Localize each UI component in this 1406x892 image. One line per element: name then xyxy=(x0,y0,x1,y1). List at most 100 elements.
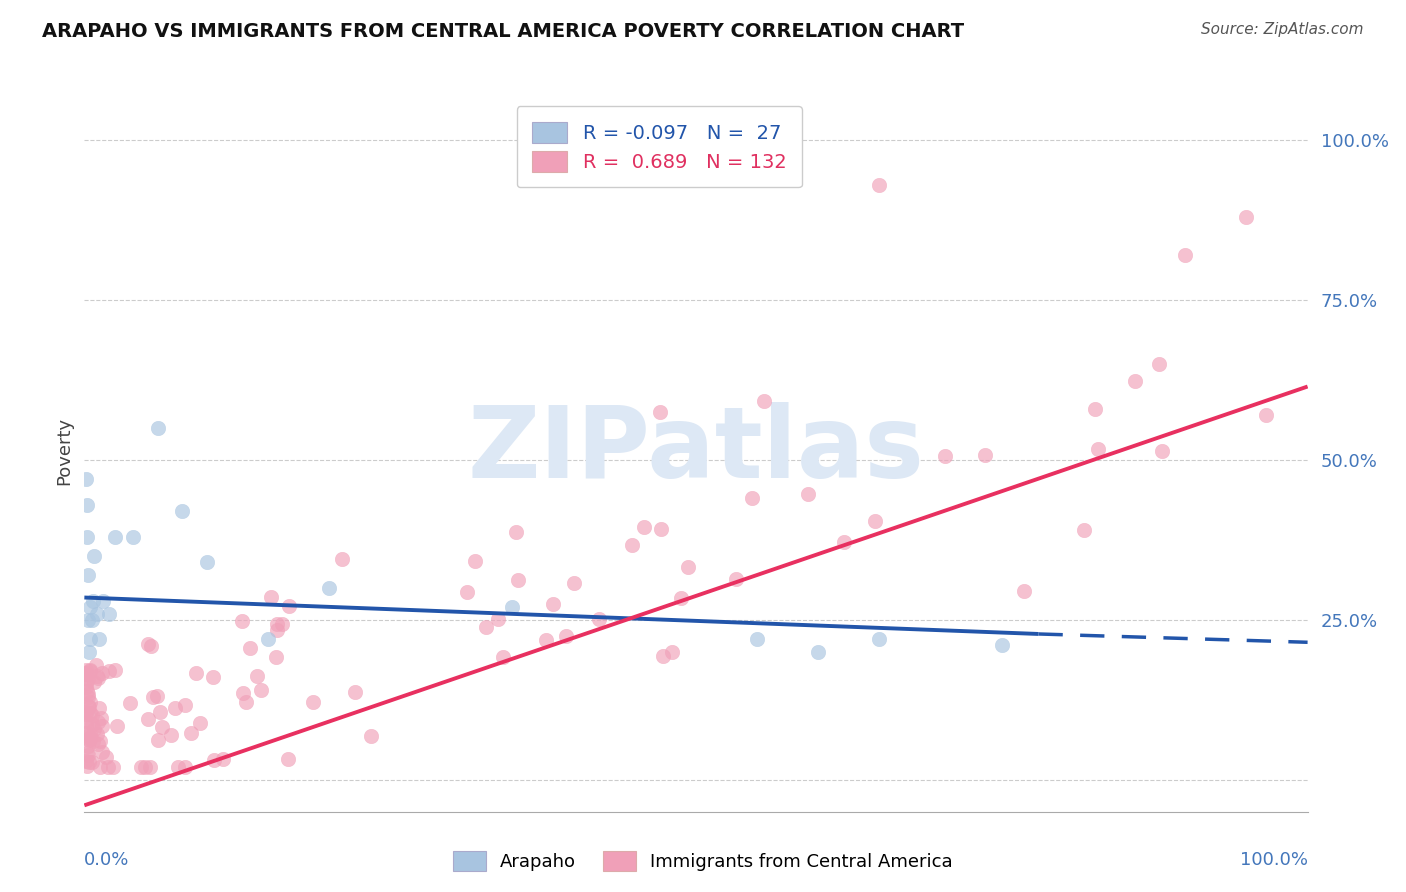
Point xyxy=(82,593,104,607)
Point xyxy=(344,685,367,699)
Point xyxy=(76,690,98,704)
Point xyxy=(83,675,105,690)
Point xyxy=(76,746,98,760)
Point xyxy=(75,667,97,681)
Point xyxy=(142,690,165,704)
Point xyxy=(83,549,105,563)
Point xyxy=(101,760,124,774)
Point xyxy=(741,491,763,505)
Point xyxy=(502,600,524,615)
Point xyxy=(832,534,855,549)
Point xyxy=(536,633,558,648)
Point xyxy=(180,726,202,740)
Point xyxy=(89,760,111,774)
Point xyxy=(86,726,108,740)
Point xyxy=(865,514,887,528)
Point xyxy=(79,664,101,678)
Point xyxy=(149,706,172,720)
Point xyxy=(505,525,527,540)
Point xyxy=(172,504,194,518)
Point xyxy=(75,718,97,732)
Point xyxy=(652,648,675,663)
Point xyxy=(464,554,486,568)
Point xyxy=(266,617,288,632)
Point xyxy=(235,695,257,709)
Point xyxy=(91,666,114,681)
Point xyxy=(188,716,211,731)
Point xyxy=(486,612,509,626)
Point xyxy=(77,731,100,746)
Point xyxy=(77,645,100,659)
Point xyxy=(676,560,699,574)
Point xyxy=(752,394,775,409)
Text: ZIPatlas: ZIPatlas xyxy=(468,402,924,499)
Point xyxy=(562,576,585,591)
Point xyxy=(231,614,253,628)
Point xyxy=(129,760,152,774)
Point xyxy=(75,705,97,719)
Point xyxy=(260,591,283,605)
Point xyxy=(239,641,262,656)
Point xyxy=(76,498,98,512)
Point xyxy=(76,758,98,772)
Point xyxy=(77,733,100,747)
Point xyxy=(250,682,273,697)
Point xyxy=(79,699,101,714)
Point xyxy=(75,676,97,690)
Legend: R = -0.097   N =  27, R =  0.689   N = 132: R = -0.097 N = 27, R = 0.689 N = 132 xyxy=(516,106,801,187)
Point xyxy=(86,607,108,621)
Point xyxy=(83,723,105,737)
Point xyxy=(277,752,299,766)
Point xyxy=(796,487,818,501)
Point xyxy=(747,133,769,147)
Point xyxy=(184,665,207,680)
Point xyxy=(167,760,190,774)
Point xyxy=(77,698,100,713)
Point xyxy=(75,707,97,722)
Point xyxy=(76,683,98,698)
Point xyxy=(82,717,104,731)
Point xyxy=(87,632,110,646)
Point xyxy=(89,701,111,715)
Point xyxy=(1236,210,1258,224)
Point xyxy=(270,616,292,631)
Point xyxy=(554,629,576,643)
Point xyxy=(141,640,163,654)
Point xyxy=(807,645,830,659)
Point xyxy=(118,696,141,710)
Point xyxy=(160,728,183,742)
Point xyxy=(80,708,103,723)
Point xyxy=(122,530,145,544)
Point xyxy=(105,719,128,733)
Point xyxy=(1073,523,1095,537)
Point xyxy=(77,739,100,754)
Point xyxy=(79,632,101,646)
Point xyxy=(257,632,280,646)
Point xyxy=(91,593,114,607)
Point xyxy=(136,712,159,726)
Point xyxy=(456,585,478,599)
Point xyxy=(75,663,97,677)
Legend: Arapaho, Immigrants from Central America: Arapaho, Immigrants from Central America xyxy=(446,844,960,879)
Point xyxy=(97,607,120,621)
Point xyxy=(91,718,114,732)
Point xyxy=(146,421,169,435)
Point xyxy=(202,753,225,767)
Point xyxy=(76,672,98,686)
Point xyxy=(134,760,156,774)
Point xyxy=(87,671,110,685)
Point xyxy=(80,755,103,769)
Point xyxy=(973,448,995,462)
Text: 100.0%: 100.0% xyxy=(1240,852,1308,870)
Point xyxy=(80,613,103,627)
Point xyxy=(165,701,187,715)
Point xyxy=(79,695,101,709)
Text: Source: ZipAtlas.com: Source: ZipAtlas.com xyxy=(1201,22,1364,37)
Point xyxy=(79,600,101,615)
Point xyxy=(75,714,97,728)
Point xyxy=(360,730,382,744)
Point xyxy=(202,669,225,683)
Point xyxy=(75,726,97,740)
Point xyxy=(77,687,100,701)
Point xyxy=(150,720,173,734)
